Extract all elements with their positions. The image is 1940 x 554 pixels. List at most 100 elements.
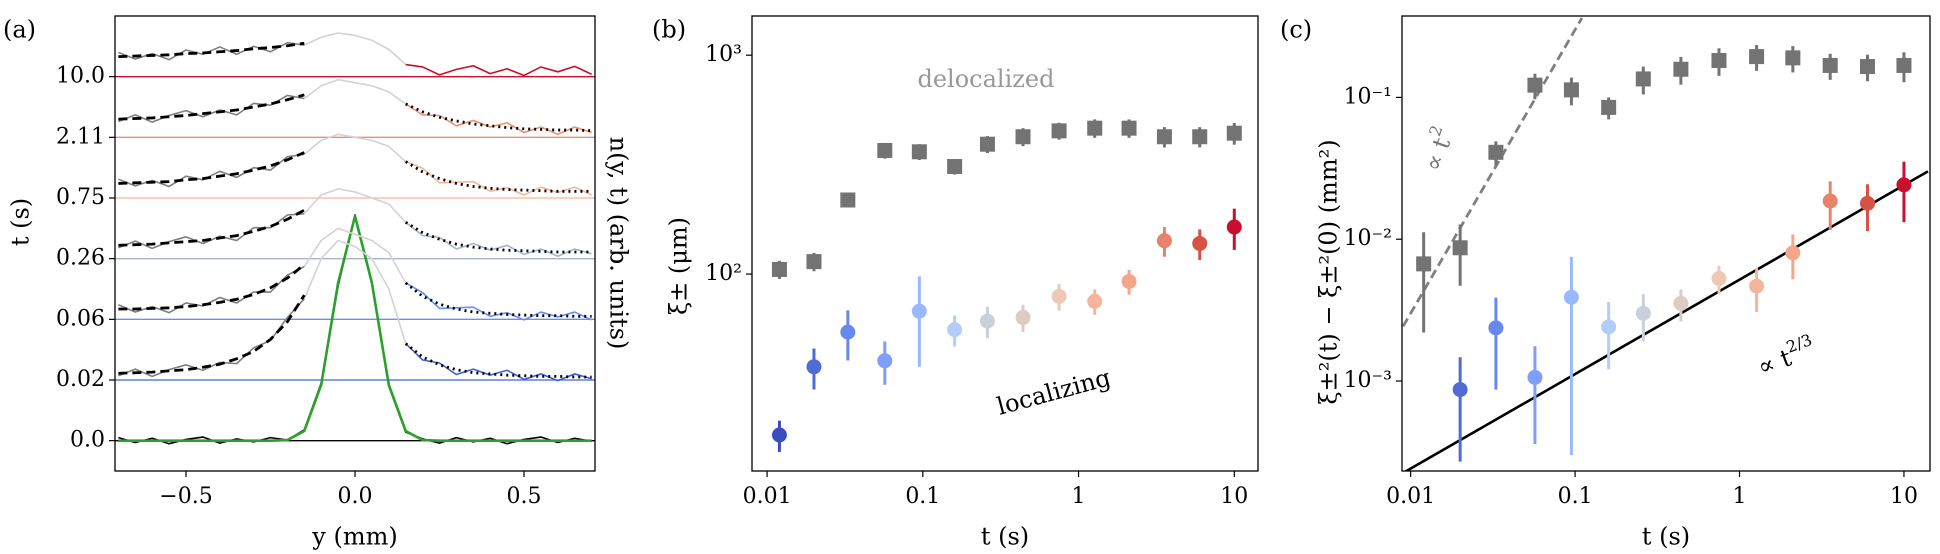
power-law: [1402, 17, 1584, 328]
marker: [840, 192, 856, 208]
marker: [1416, 256, 1432, 272]
frame: [114, 15, 596, 472]
y-tick-label: 10²: [705, 261, 742, 286]
x-axis-label: t (s): [981, 523, 1029, 551]
frame: [751, 15, 1259, 472]
marker: [1192, 235, 1208, 251]
trace: [303, 78, 407, 105]
y-axis-label: t (s): [7, 198, 35, 246]
x-tick-label: −0.5: [159, 484, 212, 509]
trace: [405, 221, 592, 258]
y-tick-label: 10.0: [56, 64, 105, 89]
marker: [1452, 240, 1468, 256]
marker: [1896, 57, 1912, 73]
marker: [979, 313, 995, 329]
marker: [1822, 57, 1838, 73]
trace: [405, 160, 592, 196]
trace: [303, 239, 407, 344]
y-tick-label: 10³: [705, 42, 742, 67]
marker: [947, 322, 963, 338]
marker: [1785, 50, 1801, 66]
fit: [118, 263, 306, 311]
marker: [1192, 129, 1208, 145]
x-tick-label: 0.01: [743, 484, 792, 509]
marker: [1226, 219, 1242, 235]
marker: [1711, 53, 1727, 69]
marker: [1896, 177, 1912, 193]
panel-label: (b): [652, 16, 686, 44]
marker: [1563, 82, 1579, 98]
trace: [303, 227, 407, 284]
marker: [877, 353, 893, 369]
fit: [404, 160, 592, 193]
trace: [118, 212, 305, 250]
x-tick-label: 0.1: [905, 484, 940, 509]
marker: [1156, 233, 1172, 249]
x-tick-label: 1: [1072, 484, 1086, 509]
marker: [1452, 382, 1468, 398]
y-tick-label: 10⁻³: [1344, 368, 1392, 393]
marker: [1601, 319, 1617, 335]
marker: [1673, 295, 1689, 311]
annotation-exponent: 2/3: [1784, 330, 1815, 357]
fit: [118, 41, 305, 59]
plot-area: [771, 119, 1242, 452]
y-tick-label: 0.26: [56, 246, 105, 271]
trace: [303, 188, 407, 223]
trace: [405, 63, 592, 77]
marker: [1822, 193, 1838, 209]
marker: [911, 144, 927, 160]
marker: [1488, 144, 1504, 160]
marker: [1051, 288, 1067, 304]
panel: 0.01 0.1 1 10 10⁻³ 10⁻² 10⁻¹ (c) t (s) ξ±²(t) − ξ…: [1280, 15, 1931, 551]
y2-axis-label: n(y, t) (arb. units): [605, 137, 633, 350]
y-tick-label: 0.06: [56, 306, 105, 331]
fit: [404, 281, 592, 318]
marker: [1226, 125, 1242, 141]
x-tick-label: 0.0: [338, 484, 373, 509]
marker: [1635, 71, 1651, 87]
x-tick-label: 0.01: [1386, 484, 1435, 509]
marker: [1121, 120, 1137, 136]
marker: [1051, 123, 1067, 139]
marker: [1601, 99, 1617, 115]
panel: −0.5 0.0 0.5 0.0 0.02 0.06 0.26 0.75 2.11 10.0 (a)…: [3, 15, 633, 551]
x-axis-label: t (s): [1642, 523, 1690, 551]
marker: [1563, 289, 1579, 305]
annotation: delocalized: [917, 65, 1054, 93]
annotation: ∝ t2/3: [1752, 330, 1819, 381]
trace: [405, 343, 592, 382]
trace: [118, 153, 305, 188]
fit: [118, 93, 305, 121]
marker: [806, 254, 822, 270]
trace: [405, 103, 592, 136]
marker: [1673, 61, 1689, 77]
marker: [877, 142, 893, 158]
annotation: localizing: [994, 363, 1114, 420]
y-tick-label: 2.11: [56, 124, 105, 149]
marker: [1527, 77, 1543, 93]
marker: [1488, 320, 1504, 336]
annotation-text: ∝ t: [1418, 133, 1456, 174]
trace: [303, 32, 407, 66]
x-tick-label: 0.1: [1558, 484, 1593, 509]
fit: [118, 214, 592, 442]
marker: [1156, 129, 1172, 145]
marker: [979, 136, 995, 152]
marker: [947, 159, 963, 175]
annotation: ∝ t2: [1413, 122, 1459, 174]
marker: [1859, 195, 1875, 211]
y-tick-label: 0.75: [56, 185, 105, 210]
marker: [1527, 369, 1543, 385]
panel-label: (a): [3, 16, 36, 44]
fit: [118, 151, 305, 185]
marker: [1749, 278, 1765, 294]
annotation-text: localizing: [994, 363, 1114, 420]
trace: [118, 94, 305, 123]
fit: [404, 342, 592, 379]
trace: [405, 282, 592, 321]
y-axis-label: ξ±²(t) − ξ±²(0) (mm²): [1315, 139, 1343, 404]
plot-area: [115, 32, 595, 445]
